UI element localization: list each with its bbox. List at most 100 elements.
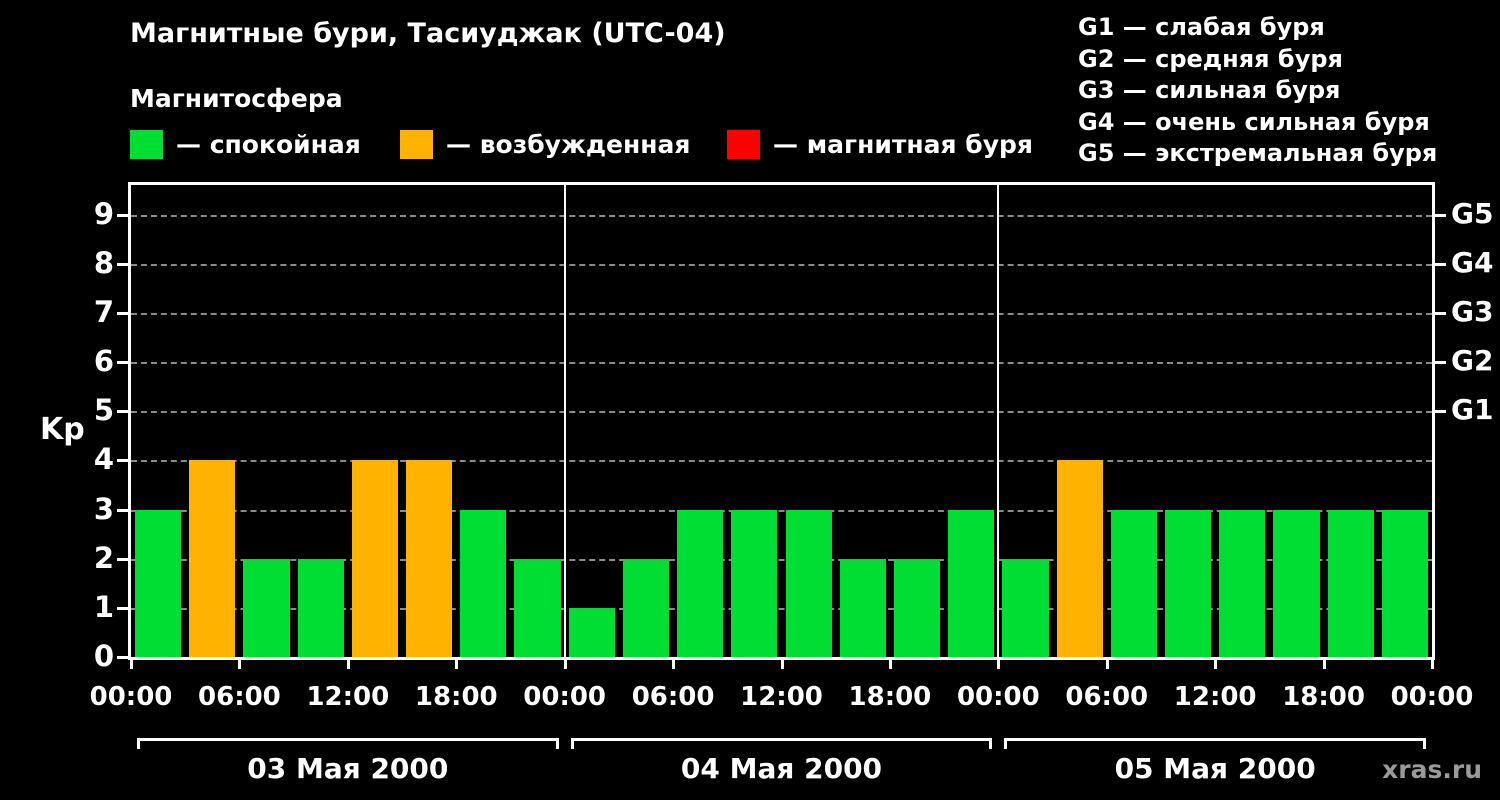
storm-scale-item-g2: G2 — средняя буря (1078, 44, 1343, 73)
right-axis-label-g3: G3 (1451, 294, 1494, 328)
day-bracket-tick (989, 738, 993, 749)
x-axis-tick (780, 660, 784, 669)
kp-bar (514, 558, 561, 657)
legend-item-storm: — магнитная буря (727, 130, 1033, 159)
kp-bar (568, 607, 615, 657)
kp-bar (1164, 509, 1212, 657)
kp-bar (731, 509, 778, 657)
y-axis-title: Kp (40, 412, 85, 447)
x-tick-label: 00:00 (523, 682, 607, 712)
kp-bar (839, 558, 886, 657)
day-bracket (137, 738, 559, 741)
x-tick-label: 18:00 (414, 682, 498, 712)
grid-line-kp-4 (131, 460, 1432, 463)
legend-swatch-storm (727, 130, 760, 159)
right-axis-label-g4: G4 (1451, 245, 1494, 279)
storm-scale-item-g5: G5 — экстремальная буря (1078, 139, 1438, 167)
storm-scale-legend: G1 — слабая буря G2 — средняя буря G3 — си… (1078, 12, 1437, 170)
y-axis-tick (117, 656, 128, 659)
watermark: xras.ru (1382, 755, 1482, 784)
y-tick-label: 1 (93, 589, 114, 624)
grid-line-kp-8 (131, 263, 1432, 266)
grid-line-kp-6 (131, 362, 1432, 364)
right-axis-label-g1: G1 (1451, 393, 1494, 427)
x-axis-tick (997, 660, 1001, 669)
day-bracket-tick (137, 738, 140, 749)
x-axis-tick (130, 660, 133, 669)
kp-bar (297, 558, 344, 657)
right-axis-tick (1435, 311, 1446, 315)
plot-area (128, 182, 1435, 660)
x-axis-tick (455, 660, 459, 669)
x-axis-tick (1322, 660, 1326, 669)
legend-label: — возбужденная (446, 130, 691, 159)
x-axis-tick (1214, 660, 1218, 669)
legend-label: — магнитная буря (773, 130, 1033, 159)
kp-bar (948, 509, 995, 657)
day-label: 04 Мая 2000 (680, 752, 883, 785)
kp-bar (243, 558, 290, 657)
kp-bar (351, 460, 399, 657)
y-axis-tick (117, 508, 128, 512)
kp-bar (785, 509, 832, 657)
legend-label: — спокойная (176, 130, 361, 159)
kp-bar (1219, 509, 1266, 657)
x-axis-tick (1431, 660, 1434, 669)
x-axis-tick (888, 660, 892, 669)
storm-scale-item-g4: G4 — очень сильная буря (1078, 107, 1430, 136)
kp-bar (1381, 509, 1428, 657)
x-axis-tick (563, 660, 567, 669)
y-axis-tick (117, 606, 128, 610)
day-bracket (1004, 738, 1426, 741)
x-axis-tick (238, 660, 242, 669)
storm-scale-item-g1: G1 — слабая буря (1078, 13, 1325, 41)
day-bracket-tick (1423, 738, 1426, 749)
legend-item-active: — возбужденная (400, 130, 690, 159)
day-bracket (570, 738, 993, 741)
legend-title: Магнитосфера (130, 84, 343, 113)
kp-bar (893, 558, 941, 657)
y-axis-tick (117, 311, 128, 315)
x-tick-label: 06:00 (631, 682, 715, 712)
x-axis-tick (672, 660, 676, 669)
y-axis-tick (117, 459, 128, 463)
grid-line-kp-7 (131, 312, 1432, 315)
y-tick-label: 8 (93, 245, 114, 280)
storm-scale-item-g3: G3 — сильная буря (1078, 76, 1341, 104)
kp-bar (1327, 509, 1374, 657)
y-tick-label: 6 (93, 344, 114, 378)
grid-line-kp-9 (131, 214, 1432, 217)
grid-line-kp-3 (131, 509, 1432, 512)
page-title: Магнитные бури, Тасиуджак (UTC-04) (130, 18, 726, 49)
x-tick-label: 06:00 (198, 682, 281, 712)
y-axis-tick (117, 262, 128, 266)
x-tick-label: 00:00 (89, 682, 173, 712)
right-axis-label-g2: G2 (1451, 344, 1494, 377)
x-tick-label: 12:00 (1173, 682, 1257, 712)
legend-item-quiet: — спокойная (130, 130, 361, 159)
right-axis-tick (1435, 410, 1446, 414)
day-bracket-tick (555, 738, 559, 749)
kp-bar (1002, 558, 1049, 657)
kp-bar (622, 558, 670, 657)
day-bracket-tick (570, 738, 574, 749)
y-axis-tick (117, 410, 128, 414)
kp-bar (406, 460, 453, 657)
kp-bar (460, 509, 507, 657)
y-tick-label: 7 (93, 294, 114, 329)
y-axis-tick (117, 213, 128, 217)
x-tick-label: 06:00 (1065, 682, 1149, 712)
x-tick-label: 18:00 (1282, 682, 1365, 712)
x-tick-label: 18:00 (848, 682, 932, 712)
y-tick-label: 0 (93, 639, 114, 673)
right-axis-tick (1435, 213, 1446, 217)
kp-bar (1273, 509, 1320, 657)
x-tick-label: 12:00 (306, 682, 390, 712)
legend-swatch-quiet (130, 130, 163, 159)
kp-bar (135, 509, 182, 657)
x-axis-tick (1105, 660, 1109, 669)
kp-bar (1056, 460, 1103, 657)
y-axis-tick (117, 557, 128, 561)
kp-bar (1110, 509, 1157, 657)
